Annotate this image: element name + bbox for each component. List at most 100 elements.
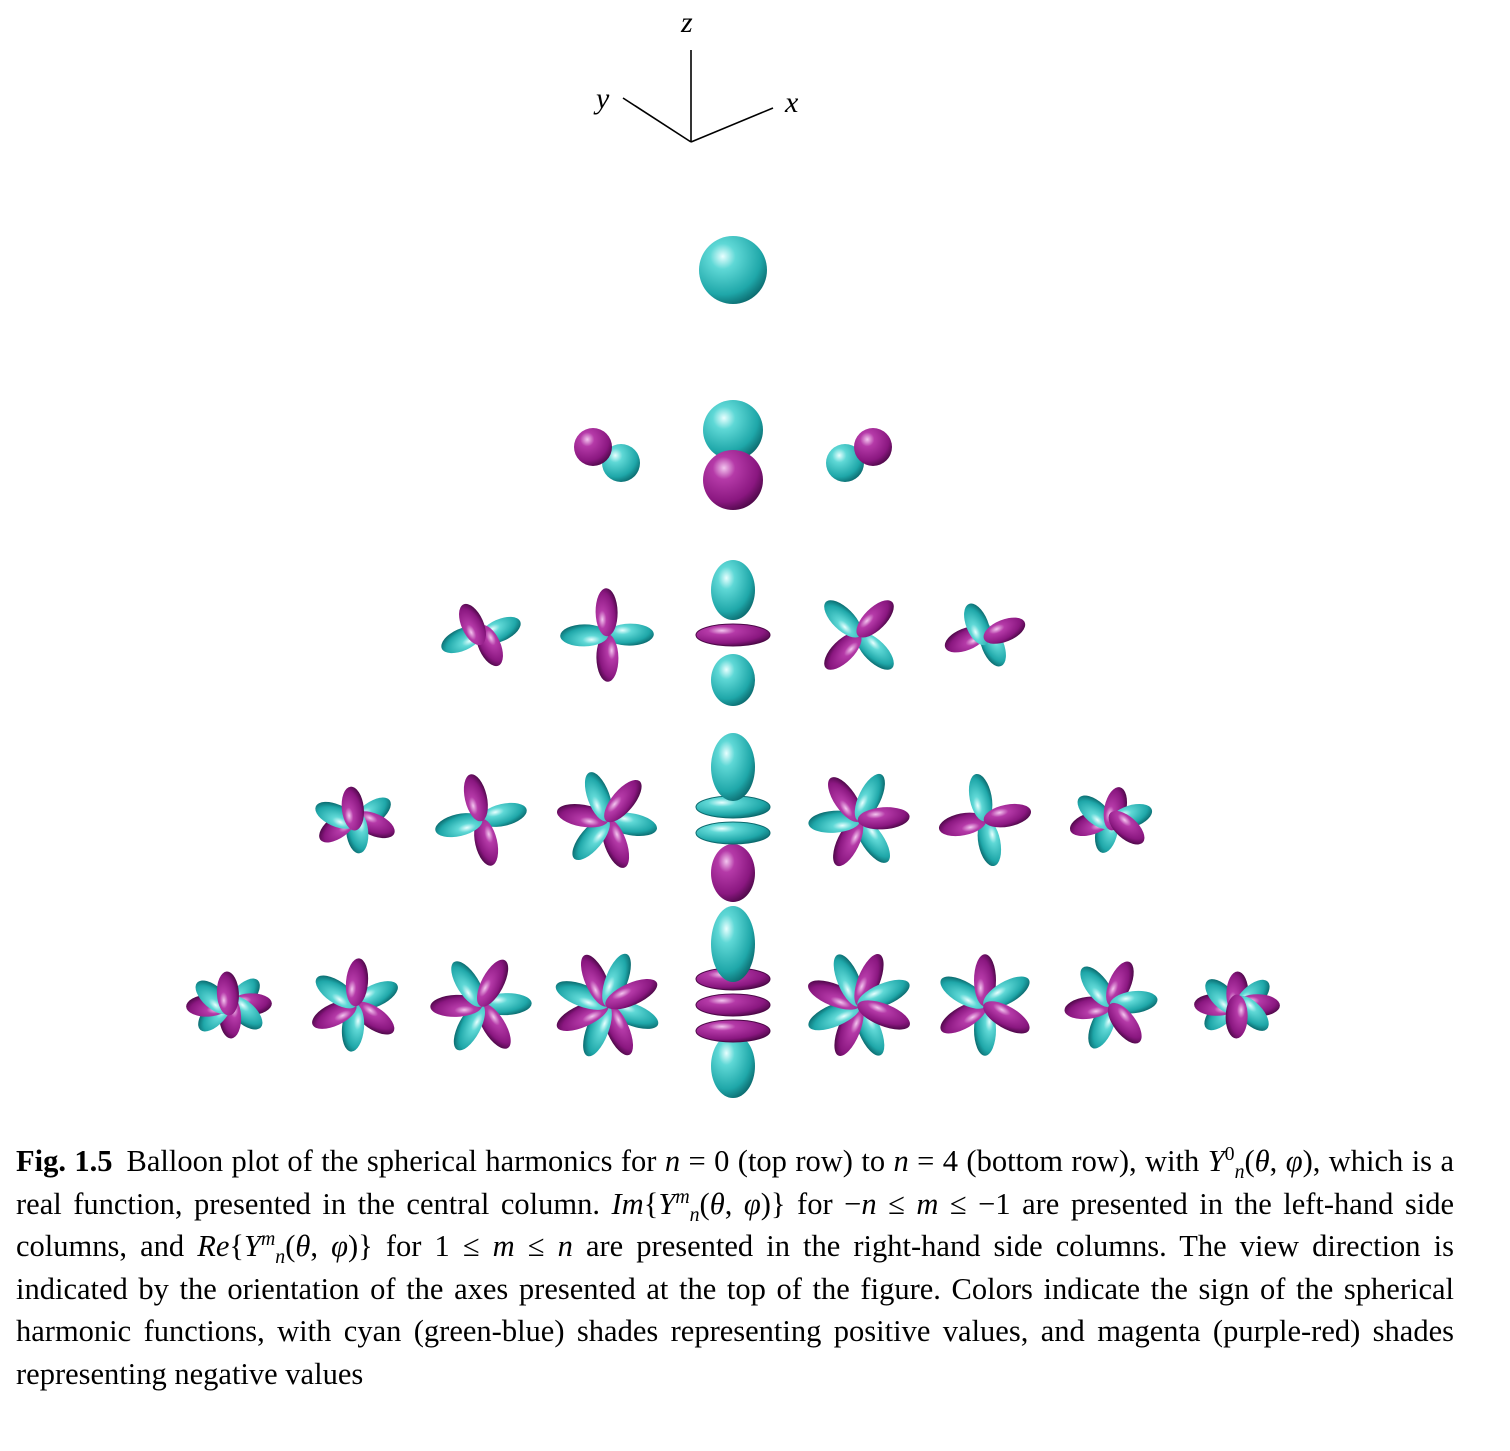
lobe-bottom (711, 1034, 755, 1098)
rosette-lobe (856, 632, 894, 670)
harmonic-n2-m2 (944, 603, 1026, 667)
figure-label: Fig. 1.5 (16, 1144, 113, 1178)
rosette-lobe (345, 958, 369, 1007)
rosette-lobe (572, 817, 610, 861)
rosette-lobe (216, 971, 239, 1016)
harmonic-n1-m1 (826, 428, 892, 482)
harmonic-n3-m3 (1069, 787, 1153, 853)
rosette-lobe (463, 774, 488, 822)
rosette-lobe (477, 1003, 511, 1049)
harmonic-n2-m-2 (441, 603, 521, 667)
harmonic-n2-m-1 (560, 588, 654, 682)
rosette-lobe (451, 961, 485, 1007)
harmonic-n3-m1 (808, 773, 910, 867)
ring-lobe (695, 993, 771, 1017)
harmonic-n4-m4 (1194, 971, 1280, 1039)
rosette-lobe (583, 1003, 612, 1057)
rosette-lobe (977, 818, 1002, 867)
rosette-lobe (828, 777, 863, 822)
harmonic-n3-m-3 (315, 786, 395, 854)
rosette-lobe (479, 802, 527, 827)
rosette-lobe (938, 812, 987, 837)
rosette-lobe (604, 779, 642, 823)
harmonic-n2-m1 (824, 600, 894, 670)
harmonic-n4-m1 (808, 954, 910, 1056)
rosette-lobe (1225, 994, 1248, 1039)
rosette-lobe (968, 773, 993, 822)
harmonic-n3-m-1 (556, 772, 658, 868)
rosette-lobe (584, 772, 613, 822)
rosette-lobe (605, 623, 654, 646)
rosette-lobe (1106, 961, 1134, 1007)
ring-lobe (695, 1019, 771, 1043)
y-axis-line (622, 97, 692, 143)
rosette-lobe (1107, 1002, 1142, 1044)
rosette-lobe (1108, 810, 1145, 845)
z-axis-label: z (680, 6, 693, 39)
rosette-lobe (855, 818, 890, 863)
harmonic-n4-m-2 (430, 959, 532, 1051)
lobe-top (711, 733, 755, 801)
harmonic-n2-m0 (695, 560, 771, 706)
rosette-lobe (824, 600, 862, 638)
rosette-lobe (983, 617, 1026, 644)
rosette-lobe (353, 1001, 395, 1035)
lobe-positive (703, 400, 763, 460)
rosette-lobe (983, 803, 1032, 828)
rosette-lobe (435, 813, 483, 838)
rosette-lobe (315, 975, 357, 1009)
lobe-top (711, 906, 755, 982)
rosette-lobe (602, 953, 631, 1007)
rosette-lobe (983, 1001, 1030, 1034)
rosette-lobe (474, 818, 499, 866)
rosette-lobe (1080, 966, 1115, 1008)
rosette-lobe (476, 959, 509, 1007)
ring-lobe (695, 821, 771, 845)
rosette-lobe (596, 633, 619, 682)
sphere-lobe (699, 236, 767, 304)
harmonic-n4-m3 (1064, 961, 1158, 1049)
figure-caption: Fig. 1.5 Balloon plot of the spherical ha… (16, 1140, 1454, 1395)
x-axis-line (690, 107, 774, 143)
rosette-lobe (459, 603, 486, 646)
rosette-lobe (595, 588, 618, 637)
balloon-plot-figure: z y x (186, 6, 1280, 1098)
x-axis-label: x (784, 86, 799, 119)
harmonic-n1-m-1 (574, 428, 640, 482)
rosette-lobe (857, 1000, 910, 1030)
harmonic-n3-m-2 (435, 774, 527, 866)
lobe-top (711, 560, 755, 620)
lobe-bottom (711, 844, 755, 902)
rosette-lobe (341, 786, 364, 831)
lobe-negative (703, 450, 763, 510)
view-axes: z y x (593, 6, 799, 143)
rosette-lobe (854, 773, 885, 822)
lobe-positive (602, 444, 640, 482)
harmonic-n4-m-3 (312, 958, 398, 1052)
harmonic-n3-m2 (938, 773, 1032, 867)
rosette-lobe (605, 978, 658, 1010)
lobe-negative (574, 428, 612, 466)
rosette-lobe (560, 624, 609, 647)
rosette-lobe (824, 632, 862, 670)
harmonic-n4-m0 (695, 906, 771, 1098)
rosette-lobe (555, 981, 609, 1010)
y-axis-label: y (593, 82, 610, 115)
rosette-lobe (833, 818, 864, 867)
rosette-lobe (854, 954, 884, 1007)
lobe-negative (854, 428, 892, 466)
lobe-bottom (711, 654, 755, 706)
harmonic-n4-m-4 (186, 971, 272, 1039)
harmonic-n0-m0 (699, 236, 767, 304)
rosette-lobe (964, 603, 991, 646)
lobe-positive (826, 444, 864, 482)
caption-body: Balloon plot of the spherical harmonics … (16, 1142, 1455, 1391)
ring-lobe (695, 623, 771, 647)
harmonic-n4-m2 (940, 954, 1030, 1056)
rosette-lobe (857, 807, 910, 830)
harmonic-n3-m0 (695, 733, 771, 902)
rosette-lobe (834, 1003, 864, 1056)
rosette-lobe (453, 1003, 486, 1051)
harmonic-n1-m0 (703, 400, 763, 510)
rosette-lobe (856, 600, 894, 638)
